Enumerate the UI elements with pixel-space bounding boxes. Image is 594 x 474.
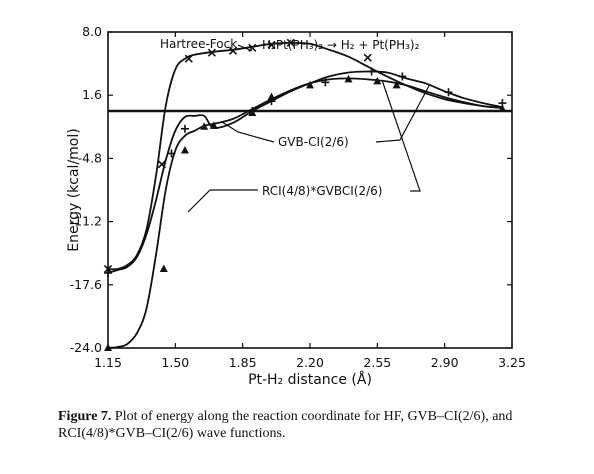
rci-gvbci-point [209,121,218,129]
y-tick-label: -17.6 [70,277,102,292]
hartree-fock-point [157,160,166,169]
x-axis-title: Pt-H₂ distance (Å) [248,371,372,388]
rci-leader-right [381,79,421,192]
gvb-ci-point [167,149,176,158]
gvb-ci-leader-left [221,121,275,143]
rci-gvbci-point [248,108,257,116]
rci-gvbci-point [344,74,353,83]
gvb-ci-point [321,78,330,87]
gvb-ci-label: GVB-CI(2/6) [278,135,349,149]
hartree-fock-point [207,48,216,57]
hartree-fock-point [184,54,193,63]
hartree-fock-label: Hartree-Fock [160,37,237,51]
rci-leader-left [187,189,258,213]
hartree-fock-point [286,38,295,47]
gvb-ci-point [180,124,189,133]
figure-caption: Figure 7. Plot of energy along the react… [58,408,578,442]
rci-gvbci-line [107,77,503,349]
rci-gvbci-point [180,146,189,154]
rci-gvbci-point [392,80,401,89]
x-tick-label: 1.50 [161,355,189,370]
rci-gvbci-label: RCI(4/8)*GVBCI(2/6) [262,184,382,198]
hartree-fock-leader [237,44,253,52]
x-tick-label: 1.85 [229,355,257,370]
x-tick-label: 2.55 [363,355,391,370]
x-tick-label: 2.90 [431,355,459,370]
gvb-ci-point [367,67,376,76]
rci-gvbci-point [159,264,168,272]
reaction-label: H₂Pt(PH₃)₂ → H₂ + Pt(PH₃)₂ [262,38,420,52]
hartree-fock-line [107,41,503,271]
y-tick-label: -24.0 [70,340,102,355]
y-tick-label: 1.6 [82,87,102,102]
y-tick-label: -4.8 [78,150,102,165]
x-tick-label: 3.25 [498,355,526,370]
rci-gvbci-point [373,76,382,85]
rci-gvbci-point [306,80,314,89]
rci-gvbci-point [267,92,276,101]
hartree-fock-point [363,53,372,62]
gvb-ci-point [444,88,453,97]
x-tick-label: 1.15 [94,355,122,370]
y-tick-label: 8.0 [82,24,102,39]
y-tick-label: -11.2 [70,214,102,229]
caption-text: Plot of energy along the reaction coordi… [58,409,513,441]
hartree-fock-point [228,46,238,55]
x-tick-label: 2.20 [296,355,324,370]
caption-label: Figure 7. [58,409,112,424]
rci-gvbci-point [200,122,209,130]
hartree-fock-point [267,40,276,49]
gvb-ci-leader-right [375,83,431,143]
y-axis-title: Energy (kcal/mol) [66,128,82,251]
gvb-ci-point [398,72,407,81]
